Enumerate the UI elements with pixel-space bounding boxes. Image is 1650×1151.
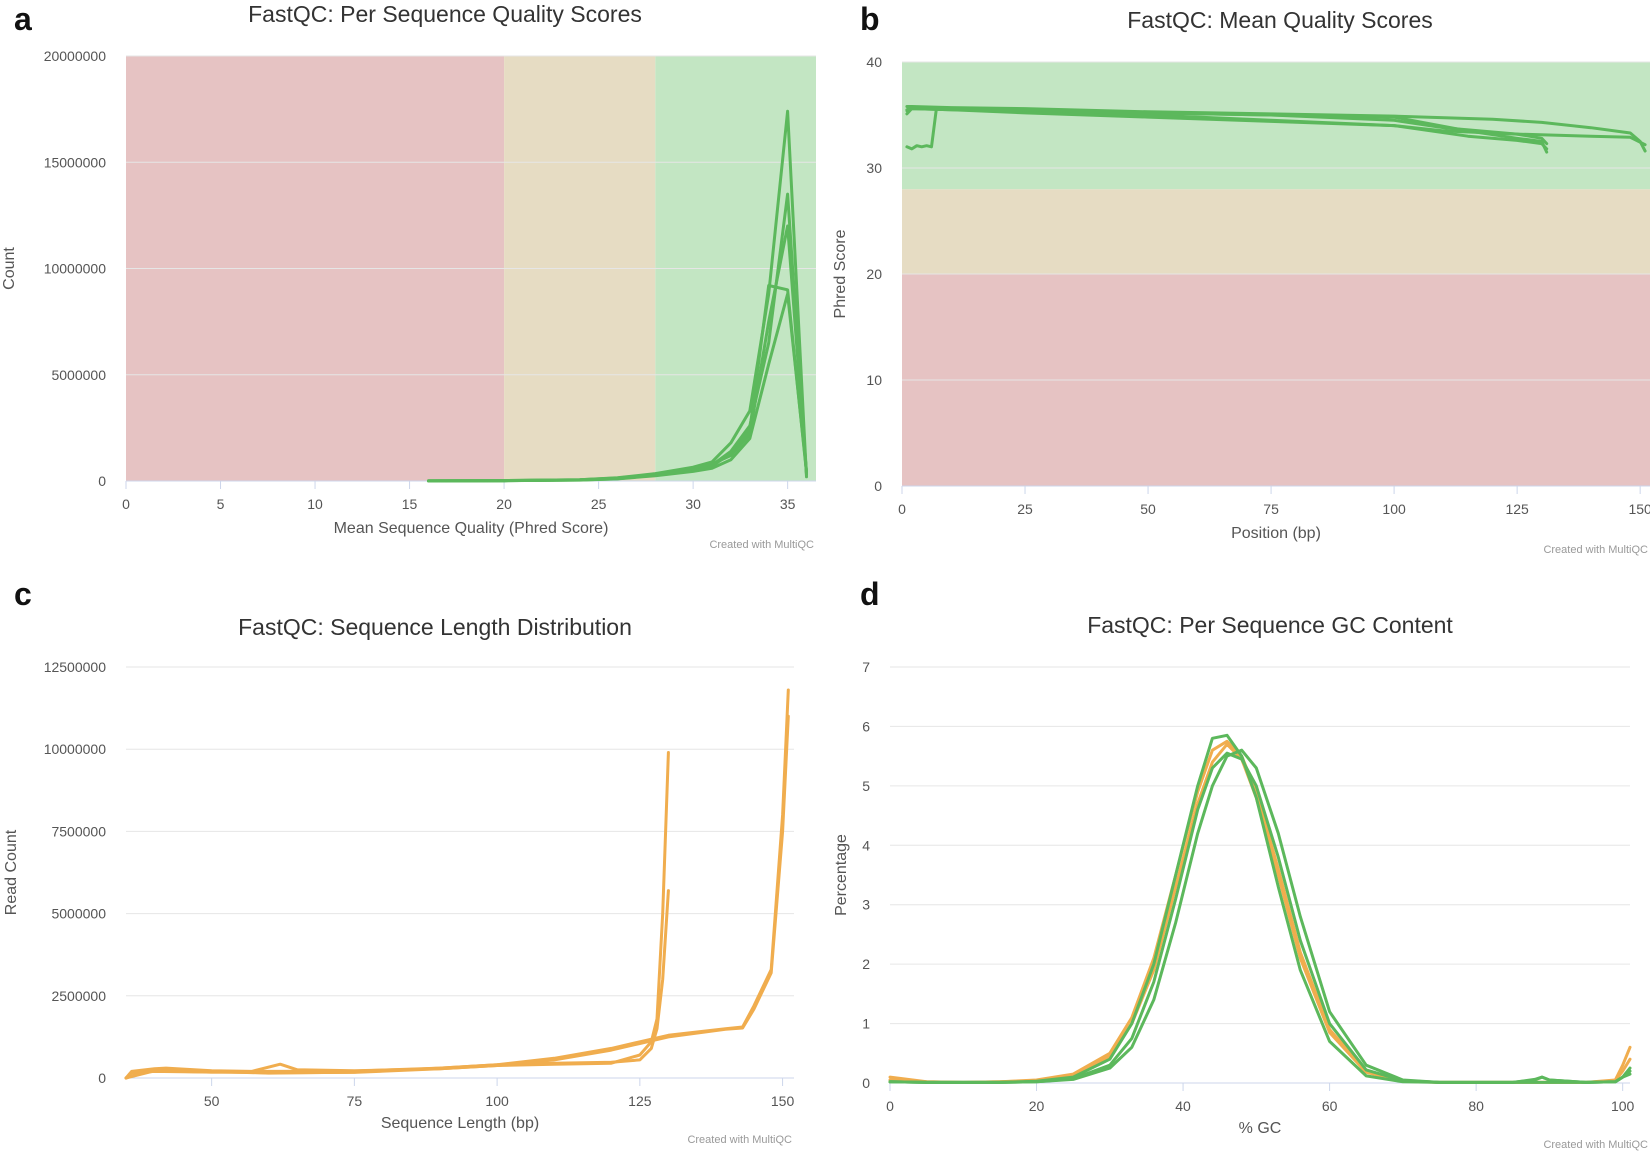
y-tick-label: 10000000 xyxy=(44,741,107,757)
chart-title: FastQC: Sequence Length Distribution xyxy=(238,614,632,640)
y-tick-label: 7 xyxy=(862,659,870,675)
y-tick-label: 10000000 xyxy=(44,261,107,277)
x-tick-label: 0 xyxy=(122,496,130,512)
y-tick-label: 10 xyxy=(866,372,882,388)
x-tick-label: 20 xyxy=(1029,1098,1045,1114)
y-axis-label: Count xyxy=(1,247,18,290)
y-axis-label: Read Count xyxy=(3,829,20,915)
x-tick-label: 15 xyxy=(402,496,418,512)
x-tick-label: 0 xyxy=(898,501,906,517)
chart-title: FastQC: Per Sequence Quality Scores xyxy=(248,1,642,27)
y-tick-label: 15000000 xyxy=(44,154,107,170)
credit-text[interactable]: Created with MultiQC xyxy=(709,539,814,551)
y-axis-label: Phred Score xyxy=(832,229,849,318)
y-tick-label: 40 xyxy=(866,54,882,70)
panel-letter: d xyxy=(860,576,880,612)
y-tick-label: 5000000 xyxy=(51,906,106,922)
x-axis-label: Mean Sequence Quality (Phred Score) xyxy=(334,520,609,537)
y-tick-label: 2500000 xyxy=(51,988,106,1004)
x-tick-label: 75 xyxy=(1263,501,1279,517)
chart-title: FastQC: Per Sequence GC Content xyxy=(1087,612,1453,638)
x-tick-label: 35 xyxy=(780,496,796,512)
x-axis-label: % GC xyxy=(1239,1120,1282,1137)
x-tick-label: 60 xyxy=(1322,1098,1338,1114)
x-tick-label: 100 xyxy=(1611,1098,1635,1114)
y-tick-label: 12500000 xyxy=(44,659,107,675)
x-tick-label: 150 xyxy=(1628,501,1650,517)
series-line-1[interactable] xyxy=(124,751,670,1080)
y-tick-label: 4 xyxy=(862,837,870,853)
plot-band-2 xyxy=(902,62,1650,190)
series-line-5[interactable] xyxy=(888,751,1632,1084)
x-tick-label: 50 xyxy=(1140,501,1156,517)
series-line-5[interactable] xyxy=(427,224,808,483)
x-tick-label: 125 xyxy=(628,1093,652,1109)
credit-text[interactable]: Created with MultiQC xyxy=(1543,1139,1648,1151)
chart-panel-b: 0 10 20 30 40 0 25 50 75 100 125 150 b FastQC: Mean Q… xyxy=(832,1,1650,556)
y-tick-label: 5000000 xyxy=(51,367,106,383)
series-line-5[interactable] xyxy=(905,107,1647,147)
series-line-1[interactable] xyxy=(888,739,1632,1084)
x-tick-label: 0 xyxy=(886,1098,894,1114)
x-tick-label: 20 xyxy=(496,496,512,512)
x-tick-label: 10 xyxy=(307,496,323,512)
series-line-3[interactable] xyxy=(124,688,790,1080)
y-tick-label: 6 xyxy=(862,718,870,734)
x-axis-label: Position (bp) xyxy=(1231,525,1321,542)
x-axis-label: Sequence Length (bp) xyxy=(381,1115,539,1132)
chart-panel-d: 0 1 2 3 4 5 6 7 0 20 40 60 80 100 d FastQC: Per Sequenc… xyxy=(833,576,1648,1151)
y-tick-label: 0 xyxy=(874,478,882,494)
x-tick-label: 80 xyxy=(1468,1098,1484,1114)
x-tick-label: 5 xyxy=(217,496,225,512)
y-tick-label: 20 xyxy=(866,266,882,282)
chart-panel-c: 0 2500000 5000000 7500000 10000000 12500000 50… xyxy=(3,576,794,1146)
y-tick-label: 0 xyxy=(862,1075,870,1091)
y-tick-label: 1 xyxy=(862,1016,870,1032)
x-tick-label: 150 xyxy=(771,1093,795,1109)
x-tick-label: 30 xyxy=(685,496,701,512)
series-line-2[interactable] xyxy=(124,889,670,1080)
credit-text[interactable]: Created with MultiQC xyxy=(1543,544,1648,556)
y-tick-label: 0 xyxy=(98,473,106,489)
x-tick-label: 100 xyxy=(1382,501,1406,517)
y-tick-label: 2 xyxy=(862,956,870,972)
panel-letter: c xyxy=(14,576,32,612)
y-tick-label: 0 xyxy=(98,1070,106,1086)
chart-title: FastQC: Mean Quality Scores xyxy=(1127,7,1433,33)
x-tick-label: 25 xyxy=(1017,501,1033,517)
series-line-4[interactable] xyxy=(905,105,1647,153)
x-tick-label: 40 xyxy=(1175,1098,1191,1114)
plot-band-1 xyxy=(902,189,1650,274)
x-tick-label: 125 xyxy=(1505,501,1529,517)
series-line-3[interactable] xyxy=(888,733,1632,1084)
x-tick-label: 75 xyxy=(347,1093,363,1109)
y-tick-label: 3 xyxy=(862,897,870,913)
x-tick-label: 25 xyxy=(591,496,607,512)
x-tick-label: 100 xyxy=(485,1093,509,1109)
panel-letter: b xyxy=(860,1,880,37)
y-axis-label: Percentage xyxy=(833,834,850,916)
panel-letter: a xyxy=(14,1,32,37)
credit-text[interactable]: Created with MultiQC xyxy=(687,1134,792,1146)
x-tick-label: 50 xyxy=(204,1093,220,1109)
y-tick-label: 30 xyxy=(866,160,882,176)
y-tick-label: 5 xyxy=(862,778,870,794)
y-tick-label: 20000000 xyxy=(44,48,107,64)
y-tick-label: 7500000 xyxy=(51,823,106,839)
chart-panel-a: 0 5000000 10000000 15000000 20000000 0 5 10 15 20… xyxy=(1,1,816,551)
series-line-4[interactable] xyxy=(124,714,790,1080)
